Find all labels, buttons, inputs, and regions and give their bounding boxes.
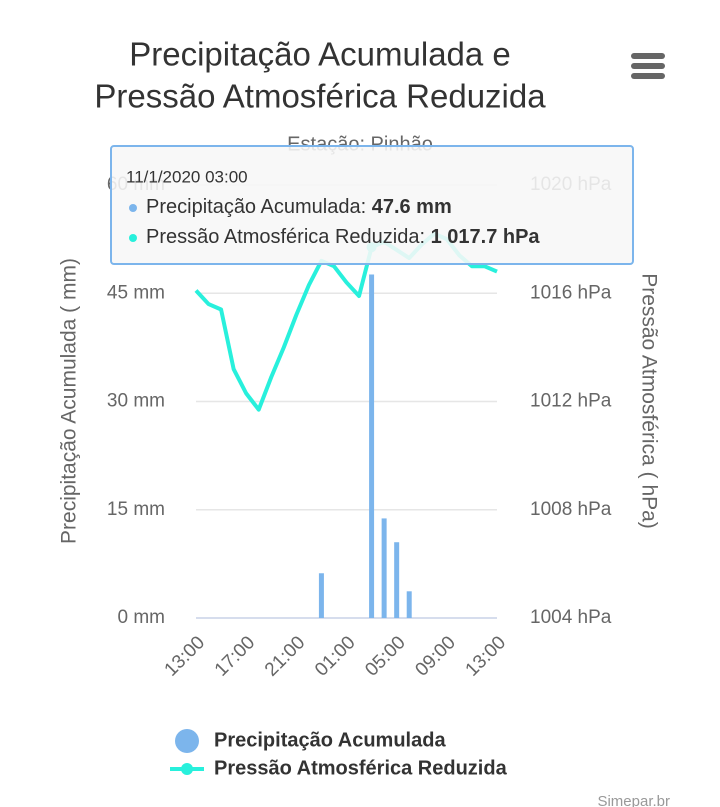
menu-bar	[631, 53, 665, 59]
x-tick-label: 09:00	[411, 632, 459, 680]
x-tick-label: 01:00	[311, 632, 359, 680]
tooltip-header: 11/1/2020 03:00	[126, 167, 248, 186]
y2-axis-title: Pressão Atmosférica ( hPa)	[637, 273, 660, 529]
x-tick-label: 21:00	[261, 632, 309, 680]
tooltip: 11/1/2020 03:00 Precipitação Acumulada: 4…	[110, 145, 634, 265]
legend-label: Precipitação Acumulada	[214, 729, 446, 751]
menu-bar	[631, 63, 665, 69]
tooltip-label: Pressão Atmosférica Reduzida:	[146, 226, 425, 248]
bar	[369, 274, 375, 618]
legend-symbol	[181, 763, 193, 775]
chart-title: Precipitação Acumulada e	[129, 36, 511, 73]
legend-label: Pressão Atmosférica Reduzida	[214, 757, 508, 779]
x-tick-label: 05:00	[361, 632, 409, 680]
bar	[318, 573, 324, 618]
y2-tick-label: 1008 hPa	[530, 499, 612, 520]
credits: Simepar.br	[597, 793, 670, 807]
tooltip-value: 1 017.7 hPa	[431, 226, 541, 248]
y2-tick-label: 1004 hPa	[530, 607, 612, 628]
y-axis-title: Precipitação Acumulada ( mm)	[58, 258, 81, 544]
menu-bar	[631, 73, 665, 79]
tooltip-value: 47.6 mm	[372, 196, 452, 218]
x-tick-label: 17:00	[211, 632, 259, 680]
y2-tick-label: 1012 hPa	[530, 391, 612, 412]
y-tick-label: 0 mm	[118, 607, 166, 628]
y-tick-label: 15 mm	[107, 499, 165, 520]
chart-title: Pressão Atmosférica Reduzida	[94, 78, 546, 115]
y-tick-label: 45 mm	[107, 282, 165, 303]
y-tick-label: 30 mm	[107, 391, 165, 412]
menu-button[interactable]	[631, 53, 665, 79]
tooltip-item: Pressão Atmosférica Reduzida: 1 017.7 hP…	[146, 226, 540, 248]
tooltip-label: Precipitação Acumulada:	[146, 196, 366, 218]
bar	[394, 542, 400, 618]
bar	[406, 591, 412, 618]
tooltip-item: Precipitação Acumulada: 47.6 mm	[146, 196, 452, 218]
tooltip-box	[110, 145, 634, 265]
tooltip-symbol	[129, 234, 137, 242]
x-tick-label: 13:00	[161, 632, 209, 680]
bar	[381, 518, 387, 618]
legend-symbol	[175, 729, 199, 753]
y2-tick-label: 1016 hPa	[530, 282, 612, 303]
x-tick-label: 13:00	[462, 632, 510, 680]
tooltip-symbol	[129, 204, 137, 212]
